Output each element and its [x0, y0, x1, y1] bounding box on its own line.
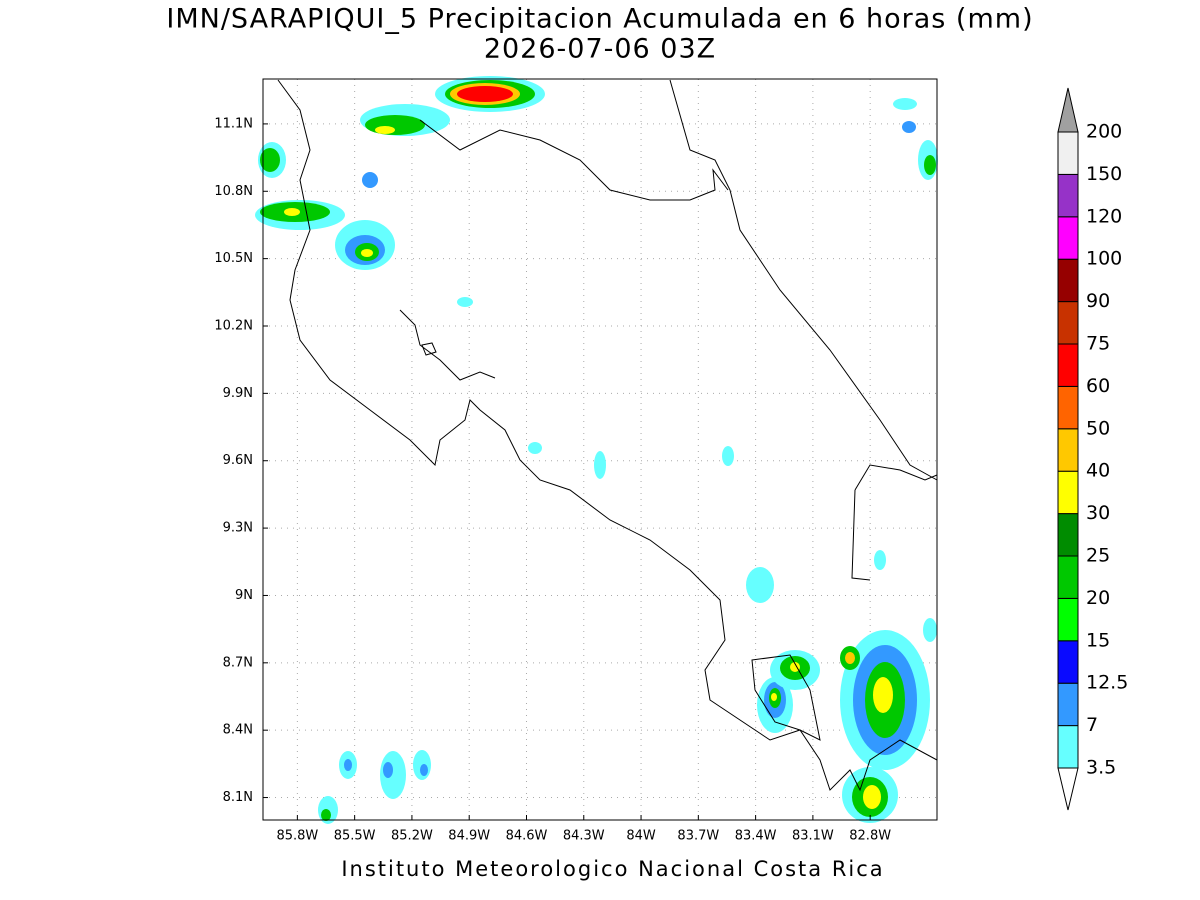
- colorbar-label: 20: [1086, 587, 1110, 609]
- colorbar-label: 15: [1086, 629, 1110, 651]
- map-frame: [262, 78, 938, 821]
- y-tick-label: 9.3N: [223, 521, 253, 536]
- x-tick-label: 83.4W: [735, 829, 777, 844]
- x-tick-label: 84.6W: [506, 829, 548, 844]
- colorbar-label: 30: [1086, 502, 1110, 524]
- colorbar-box: [1057, 555, 1079, 599]
- x-tick-label: 85.2W: [391, 829, 433, 844]
- x-tick-label: 84W: [626, 829, 656, 844]
- y-tick-label: 8.4N: [223, 723, 253, 738]
- colorbar-label: 90: [1086, 290, 1110, 312]
- colorbar-under: [1057, 767, 1079, 811]
- colorbar: 3.5 7 12.5 15 20 25 30 40 50 60 75 90 100 120 150 200: [1057, 87, 1128, 811]
- y-tick-label: 9.6N: [223, 453, 253, 468]
- footer: Instituto Meteorologico Nacional Costa R…: [341, 857, 884, 881]
- colorbar-label: 60: [1086, 375, 1110, 397]
- colorbar-label: 100: [1086, 248, 1122, 270]
- colorbar-box: [1057, 597, 1079, 642]
- x-tick-label: 83.7W: [677, 829, 719, 844]
- y-tick-label: 11.1N: [214, 116, 253, 131]
- colorbar-over: [1057, 87, 1079, 133]
- colorbar-box: [1057, 640, 1079, 684]
- colorbar-label: 200: [1086, 121, 1122, 143]
- colorbar-box: [1057, 301, 1079, 345]
- colorbar-box: [1057, 682, 1079, 727]
- colorbar-label: 75: [1086, 333, 1110, 355]
- y-tick-label: 9N: [235, 588, 253, 603]
- x-tick-label: 85.5W: [334, 829, 376, 844]
- colorbar-box: [1057, 343, 1079, 387]
- colorbar-box: [1057, 216, 1079, 260]
- x-tick-label: 84.9W: [448, 829, 490, 844]
- x-tick-label: 82.8W: [849, 829, 891, 844]
- colorbar-box: [1057, 258, 1079, 303]
- colorbar-box: [1057, 131, 1079, 175]
- colorbar-label: 150: [1086, 163, 1122, 185]
- y-tick-label: 10.2N: [214, 319, 253, 334]
- y-tick-label: 9.9N: [223, 386, 253, 401]
- y-tick-label: 8.7N: [223, 655, 253, 670]
- precipitation: [255, 76, 938, 824]
- y-tick-label: 10.5N: [214, 251, 253, 266]
- subtitle: 2026-07-06 03Z: [484, 34, 716, 65]
- colorbar-label: 50: [1086, 417, 1110, 439]
- colorbar-box: [1057, 470, 1079, 515]
- colorbar-box: [1057, 385, 1079, 430]
- colorbar-box: [1057, 428, 1079, 472]
- colorbar-label: 40: [1086, 460, 1110, 482]
- grid: [263, 79, 937, 820]
- colorbar-label: 3.5: [1086, 757, 1116, 779]
- x-tick-label: 84.3W: [563, 829, 605, 844]
- colorbar-label: 12.5: [1086, 672, 1128, 694]
- colorbar-label: 7: [1086, 714, 1098, 736]
- colorbar-box: [1057, 513, 1079, 557]
- colorbar-label: 120: [1086, 205, 1122, 227]
- title: IMN/SARAPIQUI_5 Precipitacion Acumulada …: [166, 4, 1033, 35]
- colorbar-label: 25: [1086, 545, 1110, 567]
- coastline: [277, 79, 938, 792]
- colorbar-box: [1057, 173, 1079, 218]
- x-tick-label: 83.1W: [792, 829, 834, 844]
- colorbar-box: [1057, 725, 1079, 769]
- y-tick-label: 8.1N: [223, 790, 253, 805]
- y-tick-label: 10.8N: [214, 184, 253, 199]
- x-tick-label: 85.8W: [276, 829, 318, 844]
